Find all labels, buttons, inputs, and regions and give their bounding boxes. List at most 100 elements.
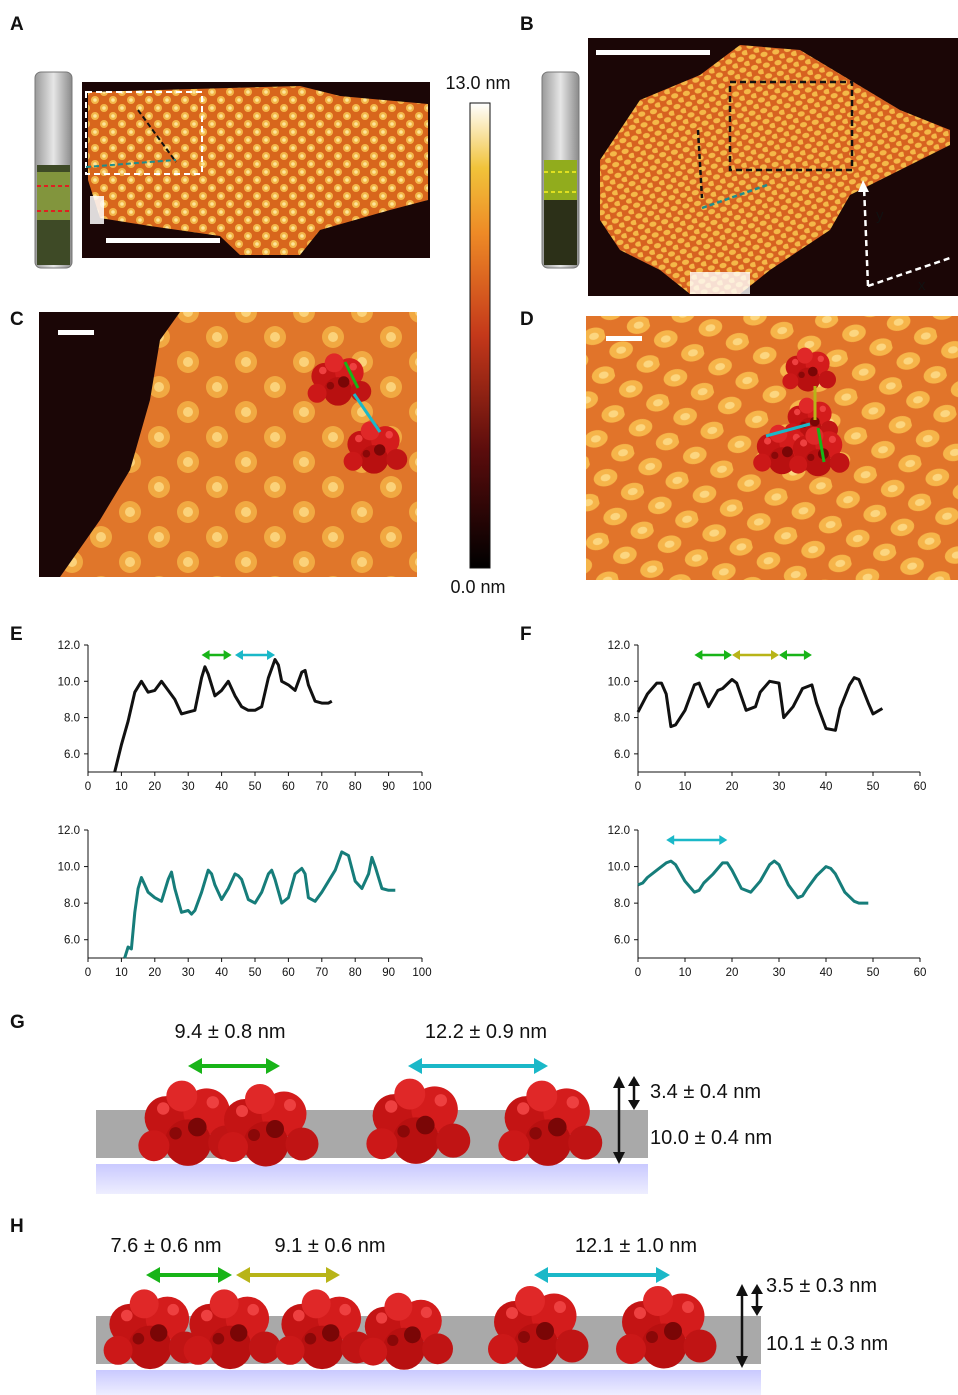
- spacing-arrow: [666, 835, 728, 845]
- g-arrows: [188, 1058, 640, 1164]
- x-tick-label: 80: [349, 781, 362, 793]
- panel-letter-b: B: [520, 14, 534, 35]
- panel-letter-g: G: [10, 1012, 25, 1033]
- panel-letter-d: D: [520, 309, 534, 330]
- y-tick-label: 8.0: [614, 898, 630, 910]
- x-tick-label: 30: [773, 781, 786, 793]
- h-height1: 3.5 ± 0.3 nm: [766, 1275, 877, 1297]
- x-tick-label: 100: [412, 781, 431, 793]
- x-tick-label: 30: [773, 967, 786, 979]
- h-dim1: 7.6 ± 0.6 nm: [110, 1235, 221, 1257]
- x-tick-label: 30: [182, 967, 195, 979]
- g-height2: 10.0 ± 0.4 nm: [650, 1127, 772, 1149]
- x-tick-label: 0: [635, 781, 641, 793]
- h-dim2: 9.1 ± 0.6 nm: [274, 1235, 385, 1257]
- series-line: [113, 658, 333, 773]
- scale-bar-b: [596, 50, 710, 55]
- panel-d: [586, 316, 958, 580]
- chart-f-top: 0 10 20 30 40 50 60 6.0 8.0 10.0 12.0: [608, 640, 927, 793]
- substrate-h: [96, 1370, 761, 1395]
- g-dim1: 9.4 ± 0.8 nm: [174, 1021, 285, 1043]
- x-tick-label: 100: [412, 967, 431, 979]
- schematic-g: 9.4 ± 0.8 nm 12.2 ± 0.9 nm 3.4 ± 0.4 nm …: [96, 1021, 772, 1194]
- x-tick-label: 40: [215, 967, 228, 979]
- scale-bar-a: [106, 238, 220, 243]
- series-line: [637, 859, 869, 905]
- spacing-arrow: [732, 650, 779, 660]
- y-tick-label: 10.0: [58, 676, 80, 688]
- series-line: [636, 676, 884, 732]
- panel-letter-c: C: [10, 309, 24, 330]
- y-tick-label: 12.0: [608, 640, 630, 652]
- axis-y-label: y: [876, 207, 884, 224]
- chart-e-bottom: 0 10 20 30 40 50 60 70 80 90 100 6.0 8.0 10.0 12.0: [58, 825, 432, 979]
- afm-image-a: [82, 82, 430, 258]
- y-tick-label: 12.0: [58, 825, 80, 837]
- y-tick-label: 10.0: [608, 862, 630, 874]
- x-tick-label: 80: [349, 967, 362, 979]
- y-tick-label: 6.0: [614, 749, 630, 761]
- x-tick-label: 20: [148, 781, 161, 793]
- x-tick-label: 70: [315, 781, 328, 793]
- sample-tube-b: [541, 71, 580, 269]
- x-tick-label: 50: [867, 781, 880, 793]
- x-tick-label: 60: [282, 967, 295, 979]
- h-arrows: [146, 1267, 763, 1368]
- schematic-h: 7.6 ± 0.6 nm 9.1 ± 0.6 nm 12.1 ± 1.0 nm …: [96, 1235, 888, 1395]
- h-dim3: 12.1 ± 1.0 nm: [575, 1235, 697, 1257]
- y-tick-label: 6.0: [64, 749, 80, 761]
- spacing-arrow: [201, 650, 232, 660]
- chart-f-bottom: 0 10 20 30 40 50 60 6.0 8.0 10.0 12.0: [608, 825, 927, 979]
- x-tick-label: 0: [635, 967, 641, 979]
- x-tick-label: 40: [820, 781, 833, 793]
- x-tick-label: 60: [914, 967, 927, 979]
- y-tick-label: 12.0: [58, 640, 80, 652]
- series-line: [123, 850, 396, 959]
- panel-b: y x: [541, 38, 958, 296]
- panel-letter-h: H: [10, 1216, 24, 1237]
- x-tick-label: 10: [679, 967, 692, 979]
- panel-letter-f: F: [520, 624, 532, 645]
- y-tick-label: 8.0: [64, 713, 80, 725]
- x-tick-label: 50: [249, 781, 262, 793]
- colorbar: 13.0 nm 0.0 nm: [445, 73, 510, 597]
- x-tick-label: 70: [315, 967, 328, 979]
- colorbar-min-label: 0.0 nm: [450, 577, 505, 597]
- scale-bar-d: [606, 336, 642, 341]
- panel-a: [34, 71, 430, 269]
- chart-e-top: 0 10 20 30 40 50 60 70 80 90 100 6.0 8.0 10.0 12.0: [58, 640, 432, 793]
- y-tick-label: 10.0: [608, 676, 630, 688]
- colorbar-max-label: 13.0 nm: [445, 73, 510, 93]
- y-tick-label: 12.0: [608, 825, 630, 837]
- x-tick-label: 50: [249, 967, 262, 979]
- panel-c: [39, 312, 417, 577]
- afm-image-b: y x: [588, 38, 958, 296]
- x-tick-label: 90: [382, 967, 395, 979]
- spacing-arrow: [694, 650, 732, 660]
- h-height2: 10.1 ± 0.3 nm: [766, 1333, 888, 1355]
- x-tick-label: 60: [282, 781, 295, 793]
- x-tick-label: 0: [85, 781, 91, 793]
- y-tick-label: 10.0: [58, 862, 80, 874]
- scale-bar-c: [58, 330, 94, 335]
- spacing-arrow: [234, 650, 276, 660]
- x-tick-label: 90: [382, 781, 395, 793]
- y-tick-label: 6.0: [614, 935, 630, 947]
- x-tick-label: 10: [679, 781, 692, 793]
- g-dim2: 12.2 ± 0.9 nm: [425, 1021, 547, 1043]
- x-tick-label: 10: [115, 967, 128, 979]
- x-tick-label: 20: [726, 781, 739, 793]
- protein-model-d: [753, 347, 850, 477]
- x-tick-label: 60: [914, 781, 927, 793]
- y-tick-label: 8.0: [614, 713, 630, 725]
- x-tick-label: 20: [148, 967, 161, 979]
- x-tick-label: 30: [182, 781, 195, 793]
- x-tick-label: 50: [867, 967, 880, 979]
- substrate-g: [96, 1164, 648, 1194]
- axis-x-label: x: [918, 277, 926, 294]
- spacing-arrow: [779, 650, 812, 660]
- panel-letter-e: E: [10, 624, 23, 645]
- x-tick-label: 0: [85, 967, 91, 979]
- sample-tube-a: [34, 71, 73, 269]
